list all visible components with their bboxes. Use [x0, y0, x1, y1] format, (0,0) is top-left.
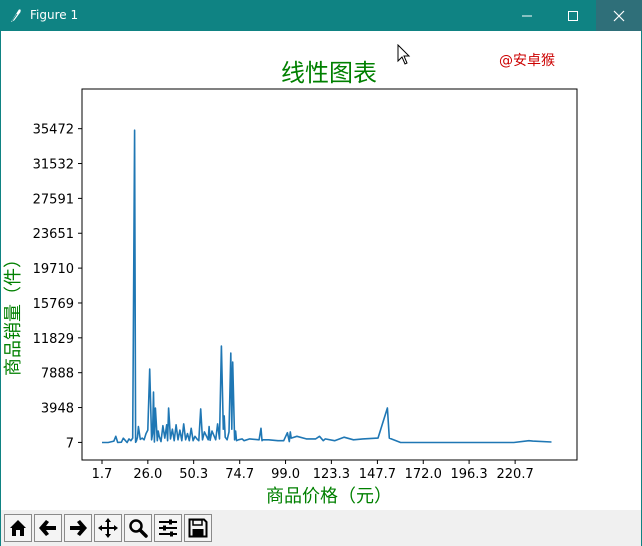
- pan-move-icon: [98, 518, 118, 538]
- home-button[interactable]: [4, 514, 32, 542]
- save-button[interactable]: [184, 514, 212, 542]
- home-icon: [10, 520, 26, 536]
- back-button[interactable]: [34, 514, 62, 542]
- axes-frame: [81, 88, 578, 461]
- window-border: [0, 31, 1, 546]
- save-floppy-icon: [188, 518, 208, 538]
- window-title: Figure 1: [30, 8, 79, 22]
- y-tick-label: 31532: [33, 158, 74, 173]
- configure-subplots-icon: [159, 519, 177, 537]
- data-series-line: [102, 129, 552, 444]
- pan-button[interactable]: [94, 514, 122, 542]
- x-tick-label: 196.3: [450, 467, 487, 482]
- y-tick-label: 19710: [33, 262, 74, 277]
- mouse-cursor-icon: [397, 44, 411, 65]
- minimize-button[interactable]: [504, 0, 550, 31]
- maximize-button[interactable]: [550, 0, 596, 31]
- x-tick-label: 1.7: [92, 467, 113, 482]
- x-axis-label: 商品价格（元）: [266, 486, 392, 507]
- maximize-icon: [568, 11, 578, 21]
- y-tick-label: 7: [66, 436, 74, 451]
- x-tick-label: 172.0: [405, 467, 442, 482]
- x-tick-label: 99.0: [271, 467, 300, 482]
- back-arrow-icon: [39, 520, 56, 536]
- y-tick-label: 27591: [33, 192, 74, 207]
- window-titlebar[interactable]: Figure 1: [0, 0, 642, 31]
- figure-canvas[interactable]: 线性图表 @安卓猴 1.7 26.0 50.3 74.7 99.0 123.3 147.7 1…: [1, 31, 641, 510]
- x-tick-label: 147.7: [359, 467, 396, 482]
- configure-subplots-button[interactable]: [154, 514, 182, 542]
- chart-title: 线性图表: [281, 59, 377, 87]
- y-axis-label: 商品销量（件）: [3, 250, 24, 376]
- y-tick-label: 23651: [33, 227, 74, 242]
- zoom-magnifier-icon: [129, 519, 148, 538]
- x-tick-label: 50.3: [179, 467, 208, 482]
- close-button[interactable]: [596, 0, 642, 31]
- y-tick-label: 15769: [33, 297, 74, 312]
- x-tick-label: 26.0: [133, 467, 162, 482]
- x-tick-label: 74.7: [225, 467, 254, 482]
- forward-button[interactable]: [64, 514, 92, 542]
- y-tick-label: 35472: [33, 123, 74, 138]
- zoom-button[interactable]: [124, 514, 152, 542]
- y-tick-label: 11829: [33, 332, 74, 347]
- line-chart: 线性图表 @安卓猴 1.7 26.0 50.3 74.7 99.0 123.3 147.7 1…: [3, 53, 578, 507]
- x-tick-label: 220.7: [497, 467, 534, 482]
- plot-area: 1.7 26.0 50.3 74.7 99.0 123.3 147.7 172.0 196.3 2…: [33, 88, 578, 482]
- watermark-label: @安卓猴: [499, 53, 555, 69]
- forward-arrow-icon: [70, 520, 87, 536]
- feather-icon: [10, 9, 21, 23]
- x-tick-label: 123.3: [313, 467, 350, 482]
- y-tick-label: 7888: [41, 367, 74, 382]
- close-icon: [613, 10, 625, 22]
- y-tick-label: 3948: [41, 402, 74, 417]
- minimize-icon: [522, 15, 532, 17]
- navigation-toolbar: [1, 510, 641, 546]
